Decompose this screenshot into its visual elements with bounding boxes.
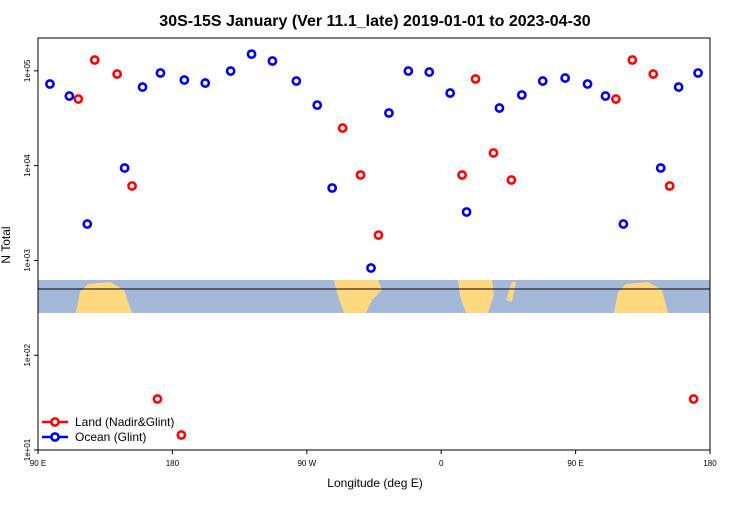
point <box>384 108 394 118</box>
point <box>127 181 137 191</box>
y-axis-label: N Total <box>0 226 13 263</box>
point <box>337 123 348 133</box>
point <box>73 94 84 104</box>
x-axis-label: Longitude (deg E) <box>327 476 422 490</box>
x-tick-label: 180 <box>166 459 180 468</box>
point <box>225 66 236 76</box>
point <box>600 91 611 101</box>
x-tick-label: 90 W <box>297 459 316 468</box>
point <box>366 263 376 273</box>
point <box>355 170 366 180</box>
point <box>648 69 659 79</box>
point <box>312 100 323 110</box>
point <box>582 79 593 89</box>
point <box>267 56 278 66</box>
point <box>537 76 548 86</box>
x-tick-label: 0 <box>439 459 444 468</box>
point <box>112 69 123 79</box>
point <box>457 170 468 180</box>
point <box>445 88 456 98</box>
point <box>488 148 499 158</box>
point <box>403 66 414 76</box>
point <box>152 394 163 404</box>
point <box>373 230 384 240</box>
plot-frame <box>37 37 711 451</box>
point <box>45 79 55 89</box>
point <box>424 67 435 77</box>
point <box>176 430 187 440</box>
point <box>137 82 148 92</box>
point <box>200 78 211 88</box>
legend-marker <box>50 417 60 427</box>
point <box>327 183 338 193</box>
y-tick-label: 1e+01 <box>23 438 32 461</box>
point <box>618 219 629 229</box>
x-tick-label: 180 <box>703 459 717 468</box>
point <box>89 55 100 65</box>
legend-label: Ocean (Glint) <box>75 430 146 444</box>
point <box>664 181 675 191</box>
point <box>516 90 527 100</box>
y-tick-label: 1e+04 <box>23 154 32 177</box>
x-tick-label: 90 E <box>567 459 583 468</box>
point <box>470 74 481 84</box>
point <box>119 163 130 173</box>
x-tick-label: 90 E <box>30 459 46 468</box>
point <box>673 82 684 92</box>
point <box>611 94 621 104</box>
point <box>246 49 257 60</box>
point <box>627 55 638 65</box>
y-tick-label: 1e+03 <box>23 249 32 272</box>
point <box>693 68 703 78</box>
y-tick-label: 1e+05 <box>23 59 32 82</box>
point <box>179 75 190 85</box>
point <box>291 76 302 86</box>
chart-title: 30S-15S January (Ver 11.1_late) 2019-01-… <box>159 13 590 30</box>
point <box>506 175 517 185</box>
point <box>155 68 166 78</box>
legend-label: Land (Nadir&Glint) <box>75 415 174 429</box>
point <box>461 207 472 217</box>
point <box>82 219 93 229</box>
map-strip <box>38 280 710 313</box>
point <box>655 163 666 173</box>
y-tick-label: 1e+02 <box>23 343 32 366</box>
point <box>494 103 505 113</box>
point <box>560 73 571 83</box>
legend-marker <box>50 432 60 442</box>
point <box>688 394 699 404</box>
point <box>64 91 75 101</box>
